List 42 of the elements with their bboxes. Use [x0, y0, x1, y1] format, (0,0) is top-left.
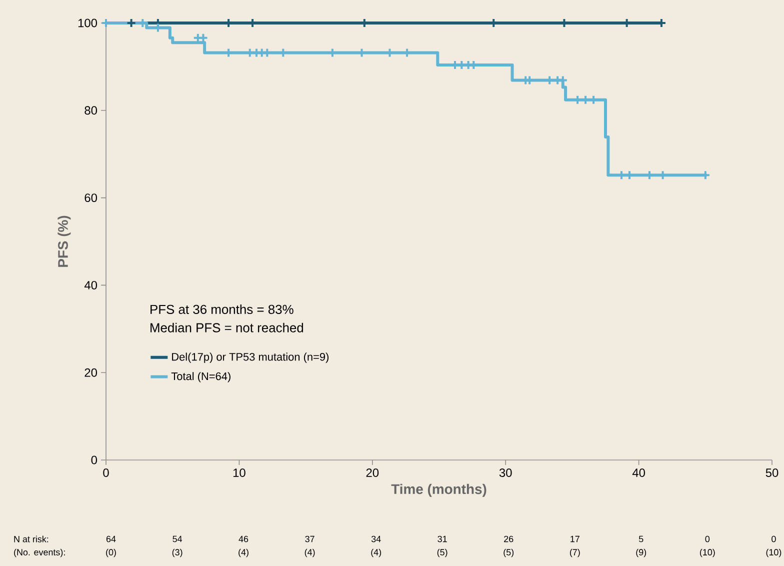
text: 0 [705, 536, 710, 542]
text: 17 [570, 536, 580, 542]
y-tick-label: 60 [84, 194, 98, 202]
text: (No. events): [14, 548, 65, 558]
text: 37 [305, 536, 314, 542]
x-tick-label: 0 [103, 468, 109, 477]
text: 31 [438, 536, 447, 542]
text: (4) [371, 548, 382, 558]
y-tick-label: 80 [84, 106, 98, 115]
text: 64 [106, 536, 116, 542]
text: N at risk: [14, 536, 48, 542]
x-tick-label: 20 [366, 468, 379, 477]
text: 46 [238, 536, 248, 542]
text: 5 [638, 536, 644, 542]
y-tick-label: 100 [78, 18, 98, 28]
x-tick-label: 50 [766, 468, 778, 477]
y-tick-label: 0 [91, 456, 98, 464]
annotation: Median PFS = not reached [150, 322, 304, 332]
y-tick-label: 40 [84, 280, 98, 290]
text: 54 [172, 536, 182, 542]
x-tick-label: 10 [233, 468, 246, 477]
x-axis-title: Time (months) [391, 484, 486, 497]
text: 34 [371, 536, 381, 542]
text: (9) [636, 548, 646, 558]
text: (5) [437, 548, 448, 558]
text: 0 [772, 536, 776, 542]
x-tick-label: 40 [632, 468, 645, 477]
text: (10) [700, 548, 715, 558]
x-tick-label: 30 [499, 468, 512, 477]
text: (0) [106, 548, 116, 558]
text: (10) [766, 548, 782, 558]
text: (3) [172, 548, 182, 558]
text: (4) [238, 548, 248, 558]
text: (7) [570, 548, 580, 558]
y-tick-label: 20 [84, 368, 98, 377]
y-axis-title: PFS (%) [58, 216, 71, 267]
legend-label: Del(17p) or TP53 mutation (n=9) [172, 352, 329, 363]
text: 26 [504, 536, 514, 542]
legend-label: Total (N=64) [171, 372, 230, 382]
text: (5) [504, 548, 514, 558]
text: (4) [304, 548, 315, 558]
annotation: PFS at 36 months = 83% [150, 304, 294, 314]
